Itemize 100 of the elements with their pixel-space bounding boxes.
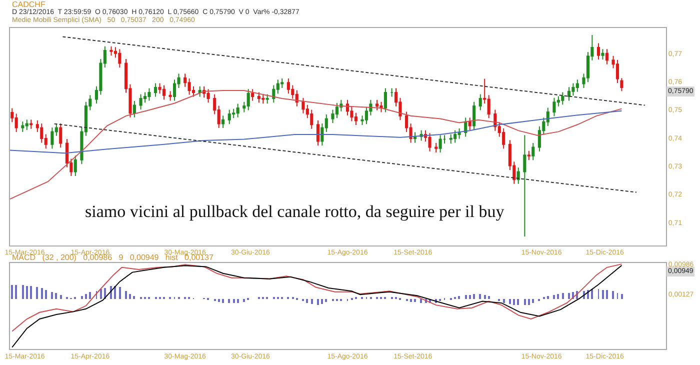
bar (306, 298, 308, 303)
bar (36, 286, 38, 299)
candlestick (132, 100, 136, 118)
line-series (12, 264, 622, 348)
candlestick (222, 115, 225, 129)
bar (311, 298, 313, 304)
candlestick (576, 79, 579, 92)
bar (591, 288, 593, 299)
bar (233, 298, 235, 303)
bar (222, 298, 224, 303)
candlestick (620, 78, 624, 92)
bar (41, 288, 43, 299)
candlestick (380, 101, 383, 113)
bar (51, 292, 53, 299)
bar (513, 298, 515, 305)
bar (60, 294, 62, 299)
bar (11, 284, 13, 299)
candlestick (527, 150, 530, 161)
bar (517, 298, 519, 305)
candlestick (390, 88, 394, 98)
candlestick (316, 120, 320, 146)
bar (524, 298, 526, 305)
candlestick (257, 92, 260, 104)
bar (114, 286, 116, 299)
chart-title: CADCHF (12, 0, 46, 9)
candlestick (168, 90, 172, 102)
bar (528, 298, 530, 305)
candlestick (449, 134, 452, 144)
bar (557, 294, 559, 299)
bar (612, 290, 614, 299)
candlestick (596, 42, 600, 60)
bar (410, 298, 412, 302)
line-series (10, 90, 622, 200)
bar (606, 290, 608, 299)
candlestick (74, 155, 77, 176)
bar (503, 298, 505, 303)
bar (484, 294, 486, 299)
bar (420, 298, 422, 303)
bar (55, 292, 57, 299)
bar (228, 298, 230, 303)
candlestick (302, 97, 305, 114)
candlestick (118, 48, 122, 68)
candlestick (454, 130, 457, 144)
candlestick (572, 82, 575, 96)
candlestick (310, 109, 314, 130)
candlestick (30, 119, 33, 130)
bar (100, 288, 102, 299)
candlestick (50, 126, 54, 150)
bar (321, 298, 323, 304)
candlestick (262, 94, 265, 104)
bar (218, 298, 220, 302)
bar (465, 294, 467, 299)
candlestick (616, 59, 620, 84)
candlestick (246, 88, 250, 111)
line-series (10, 110, 622, 154)
bar (621, 294, 623, 299)
candlestick (139, 94, 142, 110)
bar (89, 292, 91, 299)
bar (325, 298, 327, 302)
bar (26, 286, 28, 299)
candlestick (375, 99, 379, 111)
bar (81, 296, 83, 299)
candlestick (162, 84, 166, 100)
bar (243, 298, 245, 302)
candlestick (148, 88, 151, 102)
bar (414, 298, 416, 302)
candlestick (228, 109, 231, 125)
candlestick (458, 128, 461, 140)
candlestick (438, 134, 442, 154)
bar (547, 296, 549, 299)
bar (30, 286, 32, 299)
candlestick (523, 134, 526, 238)
candlestick (21, 121, 24, 132)
bar (237, 298, 239, 303)
line-series (12, 264, 622, 332)
candlestick (561, 92, 564, 106)
candlestick (478, 94, 482, 111)
bar (532, 298, 534, 303)
bar (473, 294, 475, 299)
candlestick (110, 46, 113, 56)
candlestick (266, 94, 269, 104)
candlestick (601, 48, 604, 60)
candlestick (567, 86, 570, 102)
candlestick (59, 123, 62, 148)
bar (488, 296, 490, 299)
candlestick (198, 86, 202, 98)
candlestick (335, 102, 338, 119)
annotation: siamo vicini al pullback del canale rotto, da seguire per il buy (85, 202, 505, 221)
candlestick (188, 78, 191, 96)
candlestick (468, 117, 472, 131)
candlestick (286, 78, 290, 94)
bar (568, 292, 570, 299)
candlestick (206, 88, 210, 104)
bar (85, 294, 87, 299)
candlestick (434, 142, 438, 154)
candlestick (251, 88, 254, 102)
candlestick (236, 103, 240, 118)
candlestick (25, 119, 28, 131)
bar (15, 284, 17, 299)
bar (45, 290, 47, 299)
